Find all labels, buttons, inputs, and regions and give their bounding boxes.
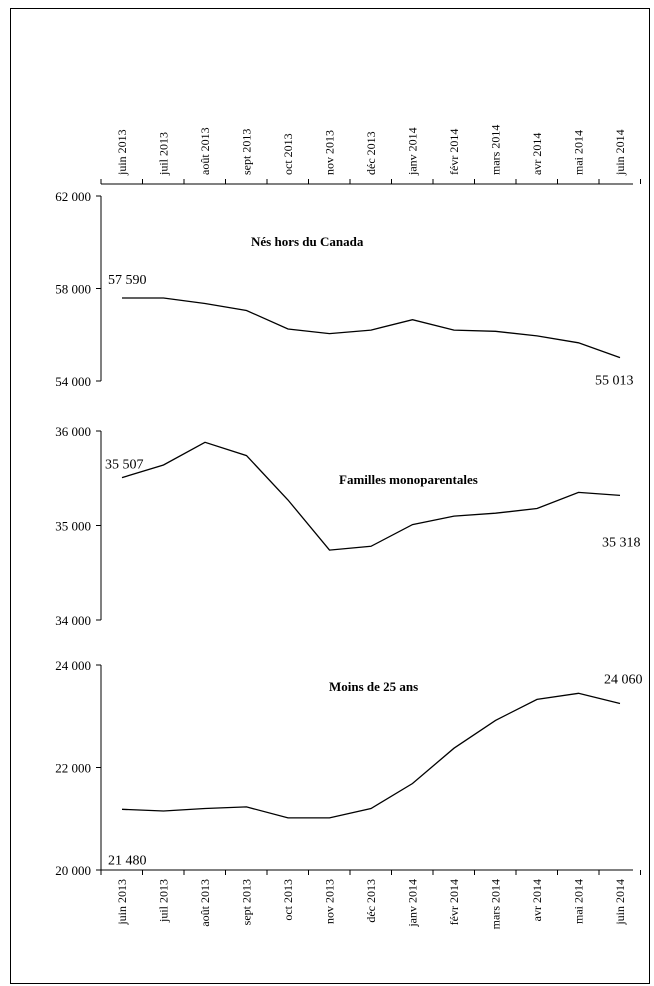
x-tick-label: oct 2013 [281, 879, 295, 921]
x-tick-label: août 2013 [198, 127, 212, 175]
x-tick-label: janv 2014 [406, 879, 420, 928]
x-tick-label: avr 2014 [530, 879, 544, 921]
x-tick-label: déc 2013 [364, 131, 378, 175]
x-tick-label: sept 2013 [240, 879, 254, 925]
y-tick-label: 62 000 [55, 189, 91, 204]
y-tick-label: 20 000 [55, 863, 91, 878]
y-tick-label: 35 000 [55, 519, 91, 534]
x-tick-label: mai 2014 [572, 879, 586, 924]
x-tick-label: nov 2013 [323, 879, 337, 924]
x-tick-label: nov 2013 [323, 130, 337, 175]
x-tick-label: déc 2013 [364, 879, 378, 923]
chart-frame: 54 000 58 000 62 000 juin 2013 juil 2013 août… [10, 8, 650, 984]
data-label: 55 013 [595, 374, 634, 389]
chart-title: Moins de 25 ans [329, 679, 418, 694]
data-label: 24 060 [604, 673, 643, 688]
x-tick-label: févr 2014 [447, 879, 461, 925]
data-label: 57 590 [108, 273, 147, 288]
data-label: 35 318 [602, 535, 641, 550]
data-label: 21 480 [108, 853, 147, 868]
x-tick-label: mai 2014 [572, 130, 586, 175]
x-tick-label: juil 2013 [157, 132, 171, 176]
x-tick-label: avr 2014 [530, 133, 544, 175]
series-line [121, 441, 621, 551]
x-tick-label: juin 2014 [613, 879, 627, 926]
x-tick-label: oct 2013 [281, 133, 295, 175]
x-tick-label: janv 2014 [406, 127, 420, 176]
data-label: 35 507 [105, 458, 144, 473]
series-line [121, 692, 621, 819]
x-tick-label: févr 2014 [447, 129, 461, 175]
line-charts-panel: 54 000 58 000 62 000 juin 2013 juil 2013 août… [55, 125, 643, 930]
y-tick-label: 22 000 [55, 761, 91, 776]
x-tick-label: juin 2013 [115, 129, 129, 176]
y-tick-label: 54 000 [55, 374, 91, 389]
x-tick-label: mars 2014 [489, 879, 503, 929]
series-line [122, 297, 621, 359]
x-tick-label: août 2013 [198, 879, 212, 927]
x-tick-label: juin 2013 [115, 879, 129, 926]
y-tick-label: 34 000 [55, 613, 91, 628]
x-tick-label: juin 2014 [613, 129, 627, 176]
chart-title: Familles monoparentales [339, 472, 478, 487]
x-tick-label: juil 2013 [157, 879, 171, 923]
x-tick-label: sept 2013 [240, 129, 254, 175]
y-tick-label: 24 000 [55, 658, 91, 673]
y-tick-label: 36 000 [55, 424, 91, 439]
x-tick-label: mars 2014 [489, 125, 503, 175]
y-tick-label: 58 000 [55, 282, 91, 297]
chart-title: Nés hors du Canada [251, 234, 364, 249]
